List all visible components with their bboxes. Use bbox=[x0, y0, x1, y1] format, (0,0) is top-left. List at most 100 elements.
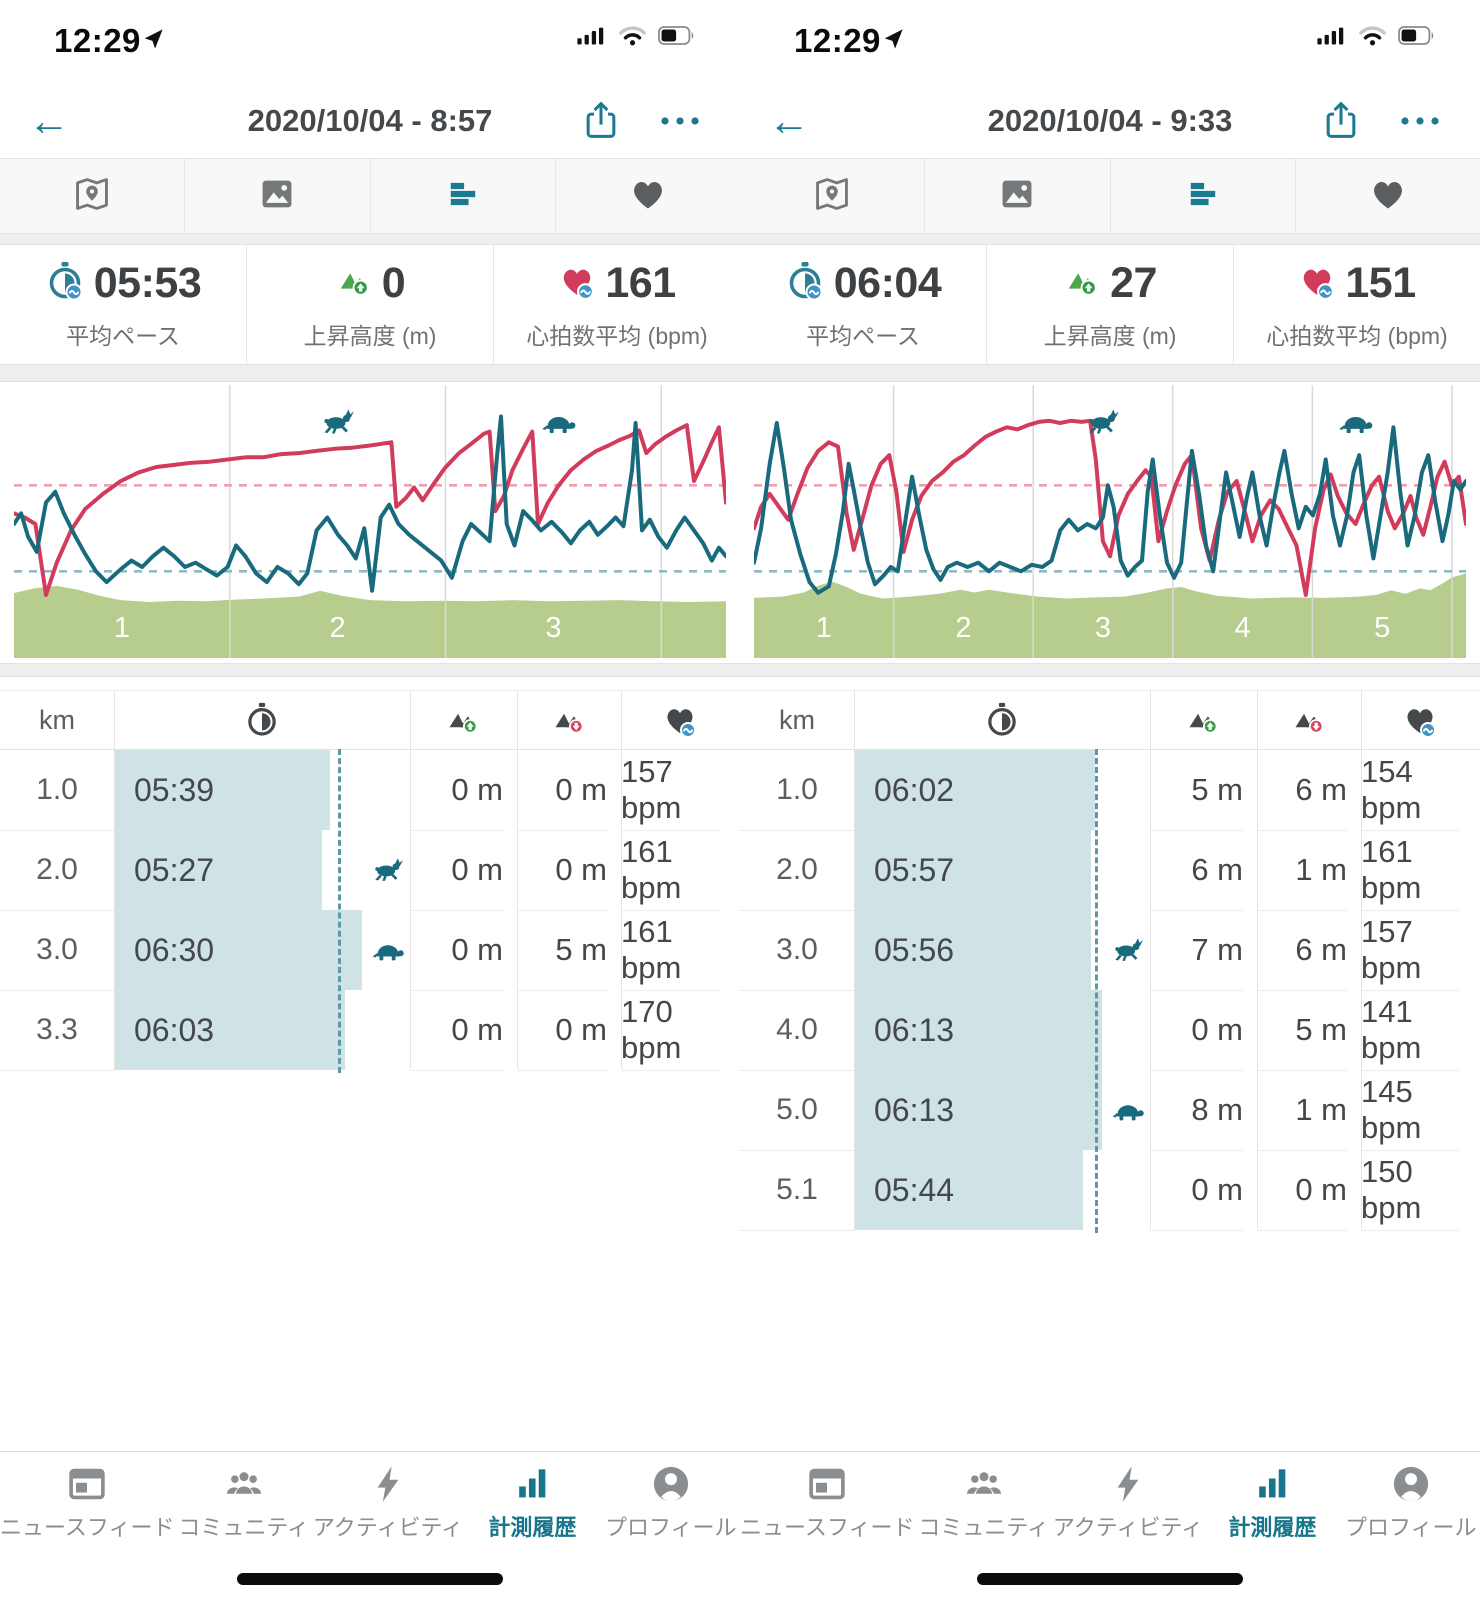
profile-icon bbox=[649, 1462, 693, 1506]
split-gain: 7 m bbox=[1150, 910, 1243, 991]
tabbar-item-profile[interactable]: プロフィール bbox=[1342, 1452, 1480, 1552]
split-km: 3.0 bbox=[740, 910, 854, 991]
separator-band bbox=[0, 233, 740, 245]
tabbar-label: ニュースフィード bbox=[0, 1515, 175, 1540]
more-options-button[interactable] bbox=[658, 113, 702, 129]
cellular-icon bbox=[577, 27, 607, 50]
home-indicator[interactable] bbox=[237, 1573, 503, 1585]
tab-heart-rate[interactable] bbox=[556, 159, 740, 233]
tabbar-item-history[interactable]: 計測履歴 bbox=[1203, 1452, 1341, 1552]
pace-bar bbox=[114, 750, 330, 830]
row-marker bbox=[372, 777, 404, 803]
split-km: 2.0 bbox=[0, 830, 114, 911]
tabbar-item-history[interactable]: 計測履歴 bbox=[463, 1452, 601, 1552]
stat-elevation-gain: 27 上昇高度 (m) bbox=[986, 244, 1233, 364]
split-pace: 05:56 bbox=[874, 931, 955, 968]
avg-hr-label: 心拍数平均 (bpm) bbox=[526, 323, 708, 349]
pace-hr-elevation-chart[interactable]: 1 2 3 bbox=[0, 382, 740, 660]
share-button[interactable] bbox=[1320, 99, 1362, 141]
table-row: 2.0 05:27 0 m 0 m 161 bpm bbox=[0, 830, 740, 911]
tabbar-item-community[interactable]: コミュニティ bbox=[914, 1452, 1052, 1552]
avg-pace-value: 05:53 bbox=[93, 258, 202, 307]
share-button[interactable] bbox=[580, 99, 622, 141]
turtle-icon bbox=[542, 417, 576, 433]
splits-table: km 1.0 05:39 0 m 0 m 157 bpm 2.0 05:27 0… bbox=[0, 690, 740, 1073]
pace-bar bbox=[854, 1070, 1102, 1150]
cellular-icon bbox=[1317, 27, 1347, 50]
separator-band bbox=[740, 233, 1480, 245]
heart-rate-column-icon bbox=[1402, 702, 1438, 738]
back-button[interactable]: ← bbox=[28, 97, 70, 144]
split-loss: 6 m bbox=[1257, 910, 1347, 991]
tab-heart-rate[interactable] bbox=[1296, 159, 1480, 233]
history-icon bbox=[510, 1462, 554, 1506]
elevation-gain-column-icon bbox=[1185, 702, 1221, 738]
tabbar-item-newsfeed[interactable]: ニュースフィード bbox=[0, 1452, 174, 1552]
tab-stats-active[interactable] bbox=[1111, 159, 1296, 233]
split-km: 2.0 bbox=[740, 830, 854, 911]
svg-text:4: 4 bbox=[1235, 612, 1251, 644]
split-hr: 141 bpm bbox=[1361, 990, 1459, 1071]
table-row: 3.0 06:30 0 m 5 m 161 bpm bbox=[0, 910, 740, 991]
table-row: 1.0 05:39 0 m 0 m 157 bpm bbox=[0, 750, 740, 831]
elevation-loss-column-icon bbox=[1291, 702, 1327, 738]
heart-icon bbox=[1368, 174, 1408, 219]
tab-photos[interactable] bbox=[185, 159, 371, 233]
svg-text:3: 3 bbox=[545, 612, 561, 644]
split-pace: 06:02 bbox=[874, 771, 955, 808]
split-loss: 5 m bbox=[517, 910, 607, 991]
split-hr: 154 bpm bbox=[1361, 750, 1459, 831]
activity-icon bbox=[366, 1462, 410, 1506]
timer-column-icon bbox=[984, 702, 1020, 738]
split-gain: 0 m bbox=[410, 750, 503, 831]
tabbar-item-community[interactable]: コミュニティ bbox=[174, 1452, 312, 1552]
pace-bar bbox=[854, 910, 1091, 990]
home-indicator[interactable] bbox=[977, 1573, 1243, 1585]
row-marker bbox=[1112, 1017, 1144, 1043]
newsfeed-icon bbox=[65, 1462, 109, 1506]
split-gain: 0 m bbox=[1150, 1150, 1243, 1231]
tabbar-item-activity[interactable]: アクティビティ bbox=[313, 1452, 463, 1552]
split-hr: 150 bpm bbox=[1361, 1150, 1459, 1231]
tab-map[interactable] bbox=[740, 159, 926, 233]
split-loss: 0 m bbox=[517, 830, 607, 911]
stopwatch-avg-icon bbox=[785, 261, 825, 306]
photo-icon bbox=[257, 174, 297, 219]
column-divider bbox=[854, 691, 855, 1229]
split-hr: 170 bpm bbox=[621, 990, 719, 1071]
tab-map[interactable] bbox=[0, 159, 186, 233]
pace-bar bbox=[854, 1150, 1083, 1230]
more-options-button[interactable] bbox=[1398, 113, 1442, 129]
tab-stats-active[interactable] bbox=[371, 159, 556, 233]
back-button[interactable]: ← bbox=[768, 97, 810, 144]
elevation-gain-icon bbox=[335, 262, 373, 305]
status-icons bbox=[577, 25, 696, 51]
tabbar-label: コミュニティ bbox=[918, 1515, 1050, 1540]
wifi-icon bbox=[619, 25, 646, 51]
column-divider bbox=[1361, 691, 1362, 1229]
svg-text:1: 1 bbox=[114, 612, 130, 644]
row-marker bbox=[1112, 1177, 1144, 1203]
svg-text:2: 2 bbox=[330, 612, 346, 644]
split-gain: 0 m bbox=[410, 830, 503, 911]
tabbar-item-activity[interactable]: アクティビティ bbox=[1053, 1452, 1203, 1552]
split-hr: 157 bpm bbox=[1361, 910, 1459, 991]
splits-rows: 1.0 06:02 5 m 6 m 154 bpm 2.0 05:57 6 m … bbox=[740, 750, 1480, 1231]
table-row: 5.1 05:44 0 m 0 m 150 bpm bbox=[740, 1150, 1480, 1231]
elevation-gain-value: 0 bbox=[381, 258, 406, 307]
tabbar-label: 計測履歴 bbox=[1228, 1515, 1317, 1540]
split-km: 1.0 bbox=[740, 750, 854, 831]
stats-bars-icon bbox=[443, 174, 483, 219]
timer-column-icon bbox=[244, 702, 280, 738]
activity-screen: 12:29 ← 2020/10/04 - 8:57 05:53 平均ペース bbox=[0, 22, 740, 1585]
pace-hr-elevation-chart[interactable]: 1 2 3 4 5 bbox=[740, 382, 1480, 660]
tabbar-item-newsfeed[interactable]: ニュースフィード bbox=[740, 1452, 914, 1552]
turtle-icon bbox=[1112, 1097, 1144, 1123]
battery-icon bbox=[658, 26, 696, 50]
elevation-gain-value: 27 bbox=[1110, 258, 1157, 307]
tabbar-item-profile[interactable]: プロフィール bbox=[602, 1452, 740, 1552]
split-pace: 06:03 bbox=[134, 1011, 215, 1048]
tab-photos[interactable] bbox=[925, 159, 1111, 233]
detail-tab-strip bbox=[0, 158, 740, 234]
km-column-header: km bbox=[39, 704, 75, 735]
